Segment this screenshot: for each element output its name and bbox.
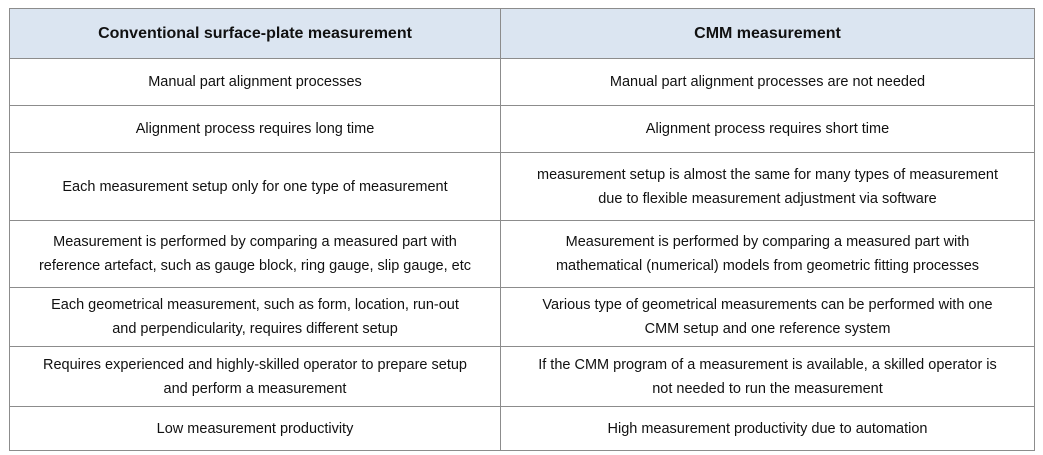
table-cell: Alignment process requires long time xyxy=(9,105,501,153)
table-cell: High measurement productivity due to aut… xyxy=(500,406,1035,451)
table-cell: Measurement is performed by comparing a … xyxy=(9,220,501,288)
cell-text: Alignment process requires short time xyxy=(645,121,890,137)
comparison-table: Conventional surface-plate measurement C… xyxy=(9,8,1035,451)
table-cell: If the CMM program of a measurement is a… xyxy=(500,346,1035,407)
cell-text: Manual part alignment processes xyxy=(148,74,362,90)
table-row: Each measurement setup only for one type… xyxy=(9,152,1035,221)
cell-text: Each measurement setup only for one type… xyxy=(62,178,448,195)
cell-text: Various type of geometrical measurements… xyxy=(542,297,993,313)
header-cell: Conventional surface-plate measurement xyxy=(9,8,501,59)
header-cell: CMM measurement xyxy=(500,8,1035,59)
table-cell: Alignment process requires short time xyxy=(500,105,1035,153)
cell-text: and perpendicularity, requires different… xyxy=(112,321,398,337)
table-cell: measurement setup is almost the same for… xyxy=(500,152,1035,221)
cell-text: Measurement is performed by comparing a … xyxy=(53,234,457,250)
table-row: Measurement is performed by comparing a … xyxy=(9,220,1035,288)
cell-text: If the CMM program of a measurement is a… xyxy=(538,356,997,373)
cell-text: Requires experienced and highly-skilled … xyxy=(43,356,467,373)
cell-text: measurement setup is almost the same for… xyxy=(537,166,998,183)
cell-text: Manual part alignment processes are not … xyxy=(609,74,926,90)
table-cell: Each geometrical measurement, such as fo… xyxy=(9,287,501,347)
table-cell: Manual part alignment processes xyxy=(9,58,501,106)
header-row: Conventional surface-plate measurement C… xyxy=(9,8,1035,59)
table-cell: Each measurement setup only for one type… xyxy=(9,152,501,221)
cell-text: Each geometrical measurement, such as fo… xyxy=(51,297,459,313)
cell-text: not needed to run the measurement xyxy=(652,380,883,397)
table-cell: Low measurement productivity xyxy=(9,406,501,451)
table-row: Each geometrical measurement, such as fo… xyxy=(9,287,1035,347)
cell-text: due to flexible measurement adjustment v… xyxy=(598,190,937,207)
cell-text: High measurement productivity due to aut… xyxy=(607,420,928,437)
cell-text: Measurement is performed by comparing a … xyxy=(565,234,970,250)
table-row: Alignment process requires long time Alig… xyxy=(9,105,1035,153)
cell-text: CMM setup and one reference system xyxy=(644,321,891,337)
cell-text: Low measurement productivity xyxy=(156,420,354,437)
cell-text: reference artefact, such as gauge block,… xyxy=(38,258,472,274)
table-cell: Various type of geometrical measurements… xyxy=(500,287,1035,347)
table-cell: Manual part alignment processes are not … xyxy=(500,58,1035,106)
table-cell: Requires experienced and highly-skilled … xyxy=(9,346,501,407)
table-row: Manual part alignment processes Manual pa… xyxy=(9,58,1035,106)
table-row: Low measurement productivity High measure… xyxy=(9,406,1035,451)
cell-text: mathematical (numerical) models from geo… xyxy=(555,258,980,274)
cell-text: and perform a measurement xyxy=(163,380,347,397)
table-row: Requires experienced and highly-skilled … xyxy=(9,346,1035,407)
table-cell: Measurement is performed by comparing a … xyxy=(500,220,1035,288)
cell-text: Alignment process requires long time xyxy=(135,121,375,137)
